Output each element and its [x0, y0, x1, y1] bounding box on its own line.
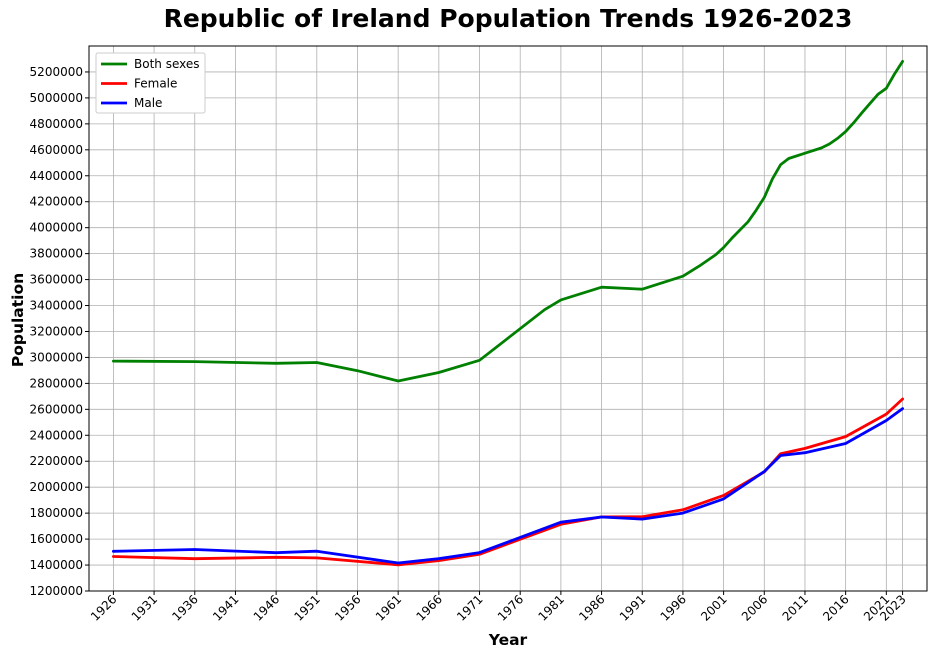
x-tick-label: 1946 [251, 592, 282, 623]
y-axis-label: Population [9, 273, 27, 367]
x-tick-label: 1976 [495, 592, 526, 623]
y-tick-label: 3400000 [30, 299, 83, 313]
y-tick-label: 1400000 [30, 558, 83, 572]
y-tick-label: 2000000 [30, 480, 83, 494]
y-tick-label: 2600000 [30, 402, 83, 416]
x-axis-ticks: 1926 1931 1936 1941 1946 1951 1956 1961 1966 1971… [88, 591, 909, 624]
legend: Both sexes Female Male [95, 52, 206, 114]
x-axis-label: Year [488, 631, 528, 649]
grid-lines [89, 46, 927, 592]
x-tick-label: 2001 [698, 592, 729, 623]
series-line-both-sexes [112, 60, 904, 383]
y-tick-label: 4400000 [30, 169, 83, 183]
y-tick-label: 4200000 [30, 195, 83, 209]
y-tick-label: 3200000 [30, 324, 83, 338]
series-line-female [112, 397, 904, 567]
y-tick-label: 1200000 [30, 584, 83, 598]
chart-title: Republic of Ireland Population Trends 19… [164, 4, 853, 33]
x-tick-label: 1931 [129, 592, 160, 623]
y-tick-label: 3600000 [30, 273, 83, 287]
y-tick-label: 4800000 [30, 117, 83, 131]
x-tick-label: 1991 [617, 592, 648, 623]
x-tick-label: 1956 [332, 592, 363, 623]
legend-label-male: Male [134, 96, 162, 110]
legend-label-female: Female [134, 77, 177, 91]
x-tick-label: 1981 [536, 592, 567, 623]
x-tick-label: 1966 [413, 592, 444, 623]
y-tick-label: 2800000 [30, 376, 83, 390]
x-tick-label: 2011 [780, 592, 811, 623]
x-tick-label: 1961 [373, 592, 404, 623]
y-tick-label: 5200000 [30, 65, 83, 79]
y-tick-label: 1800000 [30, 506, 83, 520]
y-tick-label: 2200000 [30, 454, 83, 468]
x-tick-label: 1941 [210, 592, 241, 623]
x-tick-label: 1996 [658, 592, 689, 623]
y-tick-label: 2400000 [30, 428, 83, 442]
y-tick-label: 3000000 [30, 350, 83, 364]
x-tick-label: 1936 [169, 592, 200, 623]
series-lines [112, 60, 904, 567]
x-tick-label: 2006 [739, 592, 770, 623]
y-tick-label: 4000000 [30, 221, 83, 235]
x-tick-label: 2016 [820, 592, 851, 623]
x-tick-label: 1971 [454, 592, 485, 623]
legend-box [95, 52, 206, 114]
y-tick-label: 4600000 [30, 143, 83, 157]
plot-frame [88, 45, 928, 592]
x-tick-label: 1926 [88, 592, 119, 623]
series-line-male [112, 407, 904, 565]
y-tick-label: 1600000 [30, 532, 83, 546]
legend-label-both-sexes: Both sexes [134, 57, 200, 71]
x-tick-label: 1986 [576, 592, 607, 623]
y-axis-ticks: 1200000 1400000 1600000 1800000 2000000 22000… [30, 65, 89, 598]
y-tick-label: 3800000 [30, 247, 83, 261]
y-tick-label: 5000000 [30, 91, 83, 105]
x-tick-label: 1951 [291, 592, 322, 623]
